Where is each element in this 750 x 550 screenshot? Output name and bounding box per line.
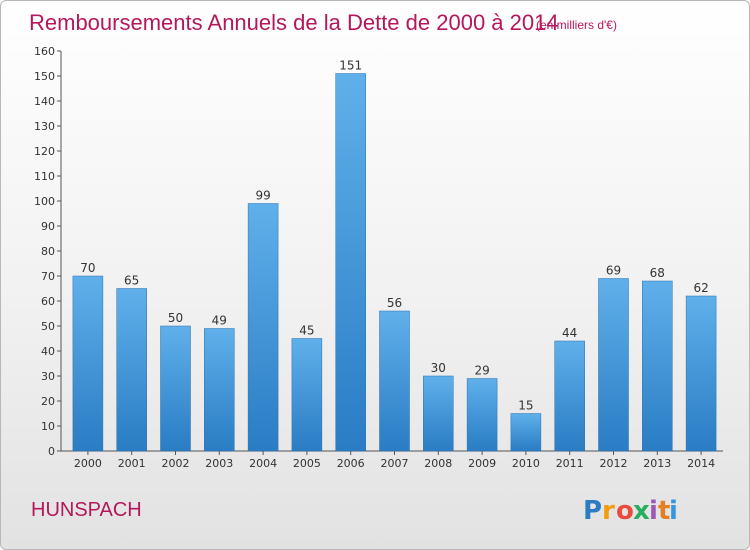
x-tick-label: 2009 bbox=[468, 457, 496, 470]
y-tick-label: 90 bbox=[41, 220, 55, 233]
x-tick-label: 2002 bbox=[162, 457, 190, 470]
bar bbox=[554, 340, 585, 452]
bar bbox=[160, 325, 191, 452]
chart-title: Remboursements Annuels de la Dette de 20… bbox=[29, 10, 559, 35]
bar-value-label: 68 bbox=[650, 266, 665, 280]
bar bbox=[685, 295, 717, 452]
y-tick-label: 80 bbox=[41, 245, 55, 258]
chart-unit-label: (en milliers d'€) bbox=[536, 18, 617, 32]
y-tick-label: 20 bbox=[41, 395, 55, 408]
x-tick-label: 2007 bbox=[381, 457, 409, 470]
bar bbox=[642, 280, 673, 452]
bar-value-label: 69 bbox=[606, 264, 621, 278]
y-tick-label: 0 bbox=[48, 445, 55, 458]
x-tick-label: 2001 bbox=[118, 457, 146, 470]
logo-letter: x bbox=[633, 496, 650, 526]
bar-value-label: 65 bbox=[124, 274, 139, 288]
x-tick-label: 2004 bbox=[249, 457, 277, 470]
logo-letter: r bbox=[602, 496, 615, 526]
bar-value-label: 45 bbox=[299, 324, 314, 338]
y-tick-label: 60 bbox=[41, 295, 55, 308]
y-tick-label: 50 bbox=[41, 320, 55, 333]
y-tick-label: 130 bbox=[34, 120, 55, 133]
bar bbox=[204, 328, 235, 452]
logo-letter: i bbox=[649, 496, 658, 526]
bar bbox=[72, 275, 104, 452]
y-tick-label: 150 bbox=[34, 70, 55, 83]
bar-value-label: 15 bbox=[518, 399, 533, 413]
logo-letter: t bbox=[658, 496, 670, 526]
logo-letter: i bbox=[669, 496, 678, 526]
bar-value-label: 99 bbox=[255, 189, 270, 203]
bar bbox=[466, 378, 498, 452]
y-tick-label: 160 bbox=[34, 45, 55, 58]
bar-value-label: 49 bbox=[212, 314, 227, 328]
bar-value-label: 70 bbox=[80, 261, 95, 275]
x-tick-label: 2000 bbox=[74, 457, 102, 470]
x-tick-label: 2011 bbox=[556, 457, 584, 470]
bar-value-label: 56 bbox=[387, 296, 402, 310]
y-tick-label: 40 bbox=[41, 345, 55, 358]
x-tick-label: 2006 bbox=[337, 457, 365, 470]
y-tick-label: 120 bbox=[34, 145, 55, 158]
x-tick-label: 2010 bbox=[512, 457, 540, 470]
x-tick-label: 2003 bbox=[205, 457, 233, 470]
x-tick-label: 2013 bbox=[643, 457, 671, 470]
bar bbox=[335, 73, 366, 452]
y-tick-label: 10 bbox=[41, 420, 55, 433]
bar-value-label: 29 bbox=[474, 364, 489, 378]
chart-axes: 0 10 20 30 40 50 60 70 80 90 100 110 120 130 140 150 160 bbox=[34, 45, 723, 458]
bar-value-label: 50 bbox=[168, 311, 183, 325]
logo-letter: P bbox=[583, 496, 602, 526]
chart-bars: 70 2000 65 2001 50 2002 49 2003 99 2004 45 2005 151 2… bbox=[72, 59, 717, 470]
bar-value-label: 30 bbox=[431, 361, 446, 375]
y-tick-label: 140 bbox=[34, 95, 55, 108]
x-tick-label: 2012 bbox=[600, 457, 628, 470]
y-tick-label: 70 bbox=[41, 270, 55, 283]
x-tick-label: 2005 bbox=[293, 457, 321, 470]
bar bbox=[510, 413, 542, 452]
bar-value-label: 151 bbox=[339, 59, 362, 73]
bar bbox=[291, 338, 323, 452]
y-tick-label: 110 bbox=[34, 170, 55, 183]
bar bbox=[598, 278, 629, 452]
y-tick-label: 30 bbox=[41, 370, 55, 383]
x-tick-label: 2008 bbox=[424, 457, 452, 470]
bar bbox=[379, 310, 410, 452]
bar bbox=[247, 203, 279, 452]
y-tick-label: 100 bbox=[34, 195, 55, 208]
logo-letter: o bbox=[616, 496, 634, 526]
x-tick-label: 2014 bbox=[687, 457, 715, 470]
bar bbox=[423, 375, 454, 452]
bar-value-label: 62 bbox=[693, 281, 708, 295]
bar-value-label: 44 bbox=[562, 326, 577, 340]
location-label: HUNSPACH bbox=[31, 499, 142, 521]
bar bbox=[116, 288, 147, 452]
